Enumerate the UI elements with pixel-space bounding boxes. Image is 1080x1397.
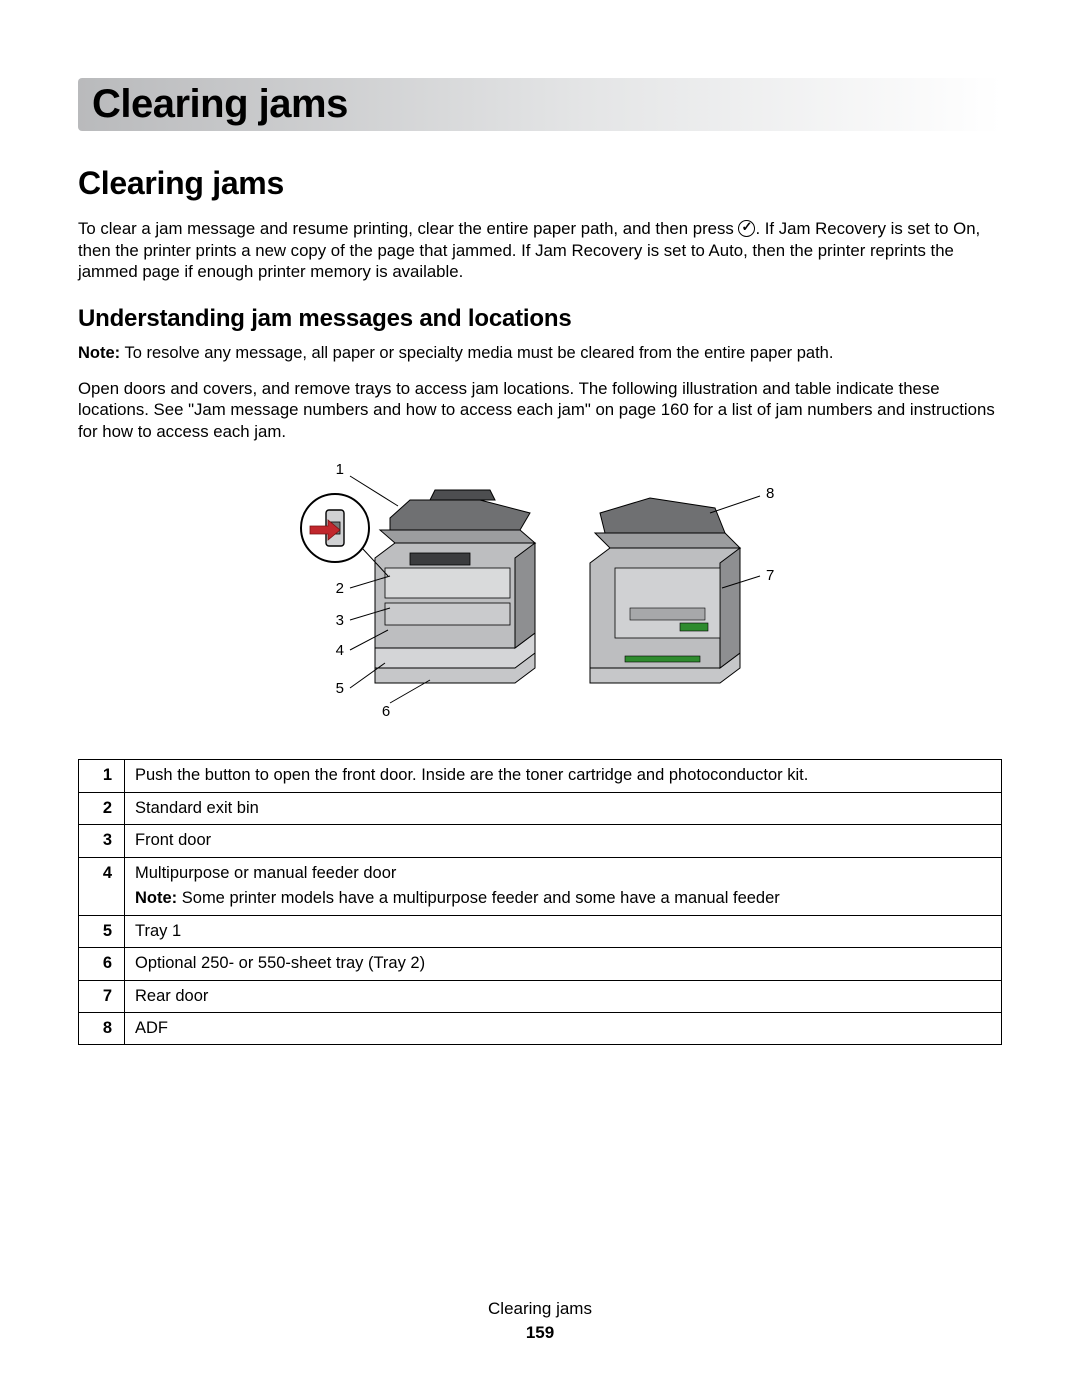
footer-page-number: 159 (0, 1323, 1080, 1343)
chapter-title: Clearing jams (92, 82, 988, 127)
table-row: 2Standard exit bin (79, 792, 1002, 824)
table-row: 4Multipurpose or manual feeder doorNote:… (79, 857, 1002, 915)
row-number: 7 (79, 980, 125, 1012)
svg-text:7: 7 (766, 567, 774, 584)
svg-text:3: 3 (336, 612, 344, 629)
page-footer: Clearing jams 159 (0, 1299, 1080, 1343)
table-row: 7Rear door (79, 980, 1002, 1012)
intro-text-before-icon: To clear a jam message and resume printi… (78, 219, 738, 238)
svg-text:2: 2 (336, 580, 344, 597)
row-description: ADF (125, 1012, 1002, 1044)
row-description: Rear door (125, 980, 1002, 1012)
table-row: 3Front door (79, 825, 1002, 857)
table-row: 5Tray 1 (79, 915, 1002, 947)
row-description: Optional 250- or 550-sheet tray (Tray 2) (125, 948, 1002, 980)
table-row: 8ADF (79, 1012, 1002, 1044)
section-title: Clearing jams (78, 165, 1002, 202)
row-number: 2 (79, 792, 125, 824)
row-description: Multipurpose or manual feeder doorNote: … (125, 857, 1002, 915)
svg-text:8: 8 (766, 485, 774, 502)
ok-button-icon (738, 220, 755, 237)
svg-text:6: 6 (382, 703, 390, 720)
row-number: 6 (79, 948, 125, 980)
subsection-heading: Understanding jam messages and locations (78, 305, 1002, 333)
row-number: 1 (79, 760, 125, 792)
row-description: Standard exit bin (125, 792, 1002, 824)
row-description: Push the button to open the front door. … (125, 760, 1002, 792)
chapter-heading-bar: Clearing jams (78, 78, 1002, 131)
row-number: 8 (79, 1012, 125, 1044)
note-paragraph: Note: To resolve any message, all paper … (78, 343, 1002, 364)
locations-paragraph: Open doors and covers, and remove trays … (78, 378, 1002, 443)
table-row: 1Push the button to open the front door.… (79, 760, 1002, 792)
svg-text:4: 4 (336, 642, 344, 659)
printer-diagram: 1 2 3 4 5 6 (78, 458, 1002, 733)
svg-text:5: 5 (336, 680, 344, 697)
footer-section-name: Clearing jams (0, 1299, 1080, 1319)
intro-paragraph: To clear a jam message and resume printi… (78, 218, 1002, 283)
row-number: 4 (79, 857, 125, 915)
row-description: Front door (125, 825, 1002, 857)
table-row: 6Optional 250- or 550-sheet tray (Tray 2… (79, 948, 1002, 980)
row-description: Tray 1 (125, 915, 1002, 947)
note-label: Note: (78, 344, 120, 362)
row-number: 3 (79, 825, 125, 857)
svg-text:1: 1 (336, 461, 344, 478)
row-number: 5 (79, 915, 125, 947)
printer-rear-icon (590, 498, 740, 683)
jam-locations-table: 1Push the button to open the front door.… (78, 759, 1002, 1045)
note-text: To resolve any message, all paper or spe… (120, 344, 833, 362)
